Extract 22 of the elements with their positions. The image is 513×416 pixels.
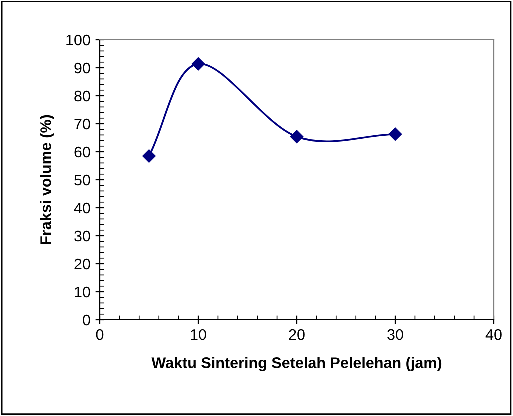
y-tick-label: 70 xyxy=(74,118,90,130)
point xyxy=(290,130,304,144)
x-tick-label: 20 xyxy=(289,329,305,340)
y-tick-label: 50 xyxy=(74,174,90,186)
point xyxy=(142,150,156,163)
y-tick-label: 10 xyxy=(75,286,90,298)
y-tick-label: 80 xyxy=(74,90,90,102)
y-axis-title: Fraksi volume (%) xyxy=(40,115,54,244)
y-tick-label: 60 xyxy=(74,146,90,158)
y-tick-label: 0 xyxy=(83,314,90,326)
y-tick-label: 40 xyxy=(74,202,90,214)
y-tick-label: 30 xyxy=(74,230,90,242)
x-tick-label: 10 xyxy=(191,329,206,340)
y-tick-label: 90 xyxy=(74,62,90,74)
point xyxy=(388,128,402,141)
x-tick-label: 30 xyxy=(388,329,404,340)
x-tick-label: 0 xyxy=(96,329,104,340)
x-tick-label: 40 xyxy=(486,329,502,340)
y-tick-label: 20 xyxy=(74,258,90,270)
point xyxy=(192,57,206,71)
y-tick-label: 100 xyxy=(66,34,90,46)
x-axis-title: Waktu Sintering Setelah Pelelehan (jam) xyxy=(152,357,442,372)
